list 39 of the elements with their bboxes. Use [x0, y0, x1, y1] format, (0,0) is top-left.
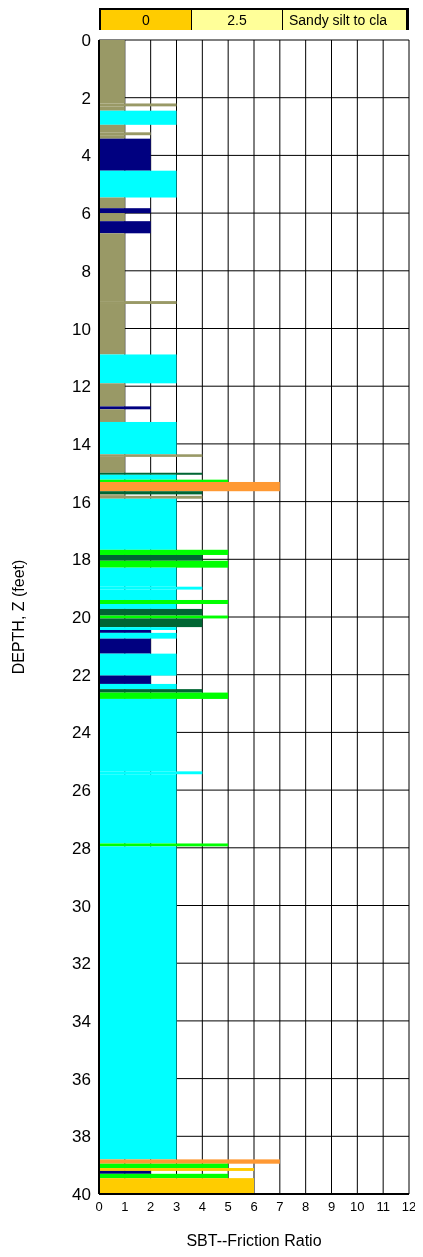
- y-tick-label: 40: [72, 1185, 91, 1205]
- y-tick-label: 24: [72, 723, 91, 743]
- x-tick-label: 12: [401, 1199, 417, 1215]
- x-tick-label: 7: [276, 1199, 284, 1215]
- y-tick-label: 20: [72, 608, 91, 628]
- x-tick-label: 8: [302, 1199, 310, 1215]
- y-tick-label: 12: [72, 377, 91, 397]
- text: 0: [101, 10, 192, 30]
- text: 2.5: [192, 10, 283, 30]
- y-tick-label: 8: [81, 261, 91, 281]
- text: Sandy silt to cla: [283, 10, 407, 30]
- x-tick-label: 9: [327, 1199, 336, 1215]
- y-tick-label: 36: [72, 1069, 91, 1089]
- x-tick-label: 0: [95, 1199, 103, 1215]
- y-tick-label: 38: [72, 1127, 91, 1147]
- x-tick-label: 6: [250, 1199, 258, 1215]
- y-tick-label: 16: [72, 492, 91, 512]
- x-tick-label: 11: [376, 1199, 390, 1215]
- y-tick-label: 14: [72, 434, 91, 454]
- y-tick-label: 10: [72, 319, 91, 339]
- y-tick-label: 22: [72, 665, 91, 685]
- x-tick-label: 10: [350, 1199, 365, 1215]
- y-tick-label: 34: [72, 1011, 91, 1031]
- y-tick-label: 6: [81, 204, 91, 224]
- y-tick-label: 4: [81, 146, 91, 166]
- y-tick-label: 28: [72, 838, 91, 858]
- x-tick-label: 2: [147, 1199, 155, 1215]
- y-tick-label: 26: [72, 781, 91, 801]
- y-tick-label: 2: [81, 88, 91, 108]
- x-tick-label: 5: [224, 1199, 232, 1215]
- y-tick-label: 18: [72, 550, 91, 570]
- x-tick-label: 4: [198, 1199, 206, 1215]
- y-tick-label: 0: [81, 31, 91, 51]
- x-tick-label: 3: [172, 1199, 181, 1215]
- y-tick-label: 30: [72, 896, 91, 916]
- y-tick-label: 32: [72, 954, 91, 974]
- x-axis-title: SBT--Friction Ratio: [186, 1232, 322, 1249]
- y-axis-title: DEPTH, Z (feet): [9, 559, 27, 675]
- x-tick-label: 1: [121, 1199, 129, 1215]
